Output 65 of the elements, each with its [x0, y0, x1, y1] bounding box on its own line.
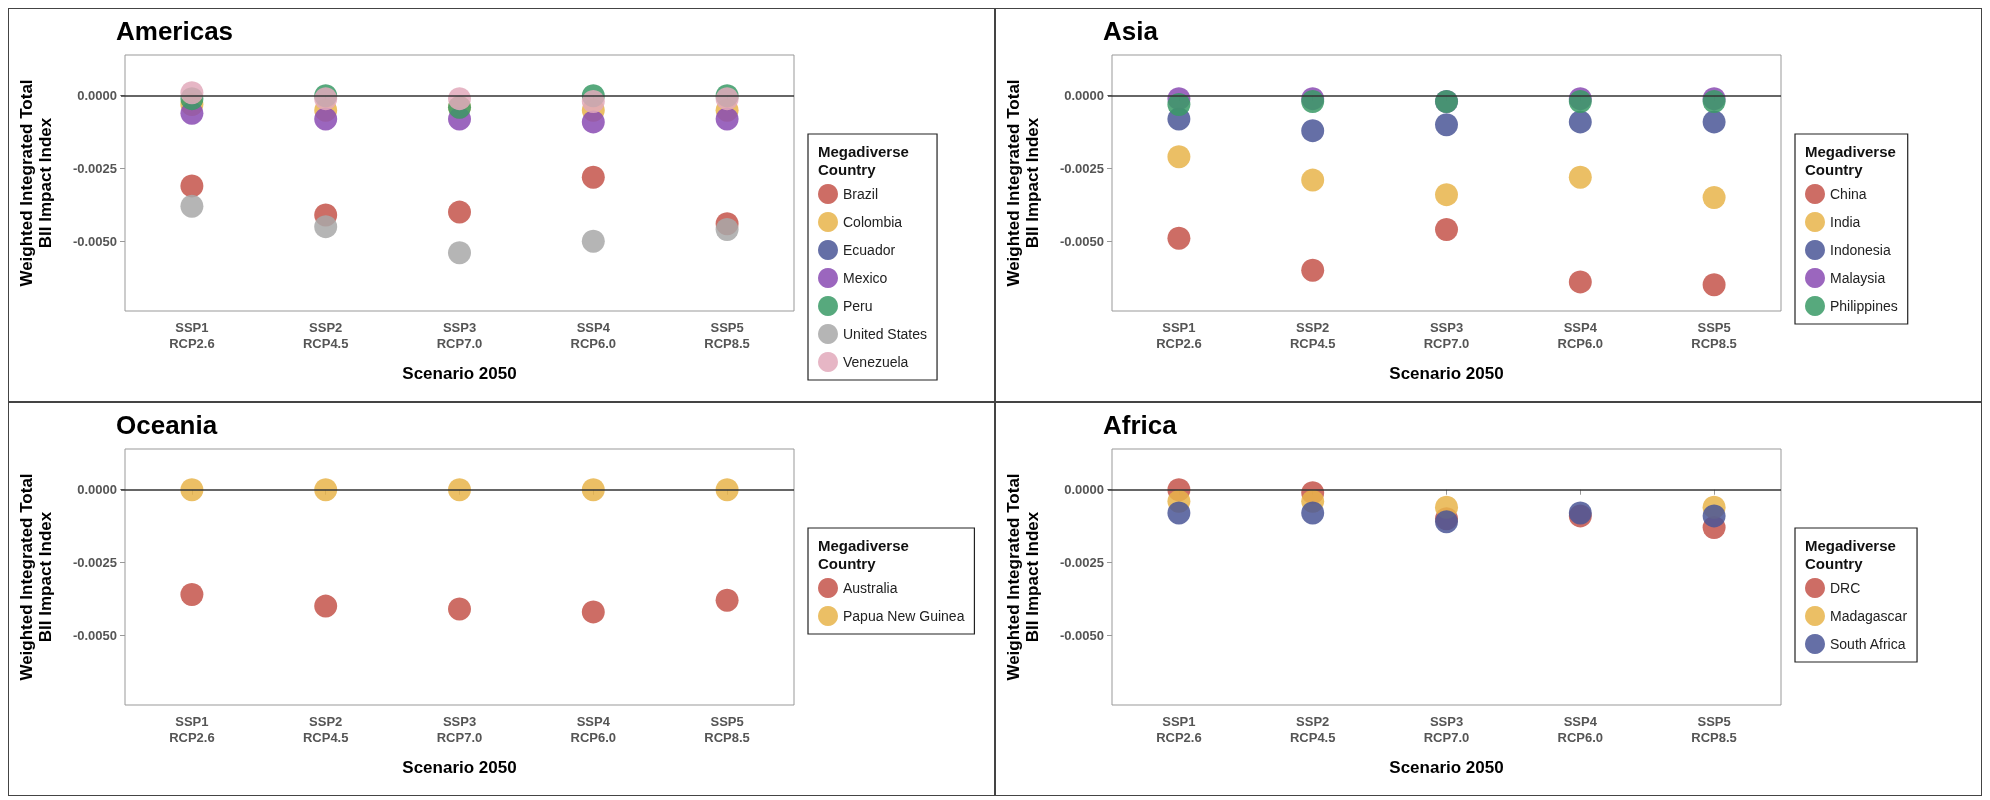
legend-label: Ecuador [843, 242, 896, 258]
legend-label: India [1830, 214, 1861, 230]
x-tick-label: SSP5 RCP8.5 [1691, 713, 1737, 745]
y-tick-label: 0.0000 [1064, 88, 1104, 104]
x-tick-label: SSP1 RCP2.6 [1156, 319, 1202, 351]
x-tick-label: SSP5 RCP8.5 [704, 319, 750, 351]
x-axis-title: Scenario 2050 [1389, 364, 1504, 383]
chart-title: Oceania [116, 410, 218, 440]
legend-label: Peru [843, 298, 873, 314]
legend-label: Colombia [843, 214, 903, 230]
legend-label: Philippines [1830, 298, 1898, 314]
x-tick-label: SSP4 RCP6.0 [570, 319, 617, 351]
x-tick-label: SSP4 RCP6.0 [1557, 319, 1604, 351]
legend-label: China [1830, 186, 1867, 202]
x-tick-label: SSP2 RCP4.5 [1289, 319, 1336, 351]
y-axis-title: Weighted Integrated Total BII Impact Index [1004, 473, 1042, 681]
y-tick-label: -0.0050 [72, 627, 117, 643]
legend-label: Australia [843, 580, 898, 596]
x-axis-title: Scenario 2050 [1389, 758, 1504, 777]
legend-label: United States [843, 326, 928, 342]
y-axis-title: Weighted Integrated Total BII Impact Index [17, 79, 55, 287]
x-tick-label: SSP1 RCP2.6 [169, 713, 215, 745]
x-tick-label: SSP4 RCP6.0 [1557, 713, 1604, 745]
chart-title: Africa [1103, 410, 1178, 440]
x-tick-label: SSP2 RCP4.5 [1289, 713, 1336, 745]
legend-label: Mexico [843, 270, 888, 286]
legend-label: Papua New Guinea [843, 608, 965, 624]
legend-label: Venezuela [843, 354, 909, 370]
legend-title: Megadiverse Country [818, 536, 909, 572]
y-axis-title: Weighted Integrated Total BII Impact Index [17, 473, 55, 681]
x-tick-label: SSP1 RCP2.6 [169, 319, 215, 351]
legend-title: Megadiverse Country [818, 142, 909, 178]
y-tick-label: -0.0025 [1059, 554, 1104, 570]
y-tick-label: -0.0025 [72, 160, 117, 176]
x-tick-label: SSP2 RCP4.5 [302, 319, 349, 351]
legend-label: DRC [1830, 580, 1861, 596]
y-tick-label: -0.0050 [1059, 627, 1104, 643]
legend-label: Indonesia [1830, 242, 1891, 258]
x-axis-title: Scenario 2050 [402, 364, 517, 383]
x-axis-title: Scenario 2050 [402, 758, 517, 777]
legend-title: Megadiverse Country [1805, 536, 1896, 572]
x-tick-label: SSP1 RCP2.6 [1156, 713, 1202, 745]
x-tick-label: SSP5 RCP8.5 [1691, 319, 1737, 351]
legend-title: Megadiverse Country [1805, 142, 1896, 178]
x-tick-label: SSP3 RCP7.0 [436, 319, 483, 351]
y-tick-label: -0.0025 [1059, 160, 1104, 176]
legend-label: Madagascar [1830, 608, 1908, 624]
x-tick-label: SSP3 RCP7.0 [1423, 319, 1470, 351]
y-axis-title: Weighted Integrated Total BII Impact Index [1004, 79, 1042, 287]
chart-title: Asia [1103, 16, 1159, 46]
chart-title: Americas [116, 16, 234, 46]
y-tick-label: -0.0025 [72, 554, 117, 570]
y-tick-label: 0.0000 [77, 482, 117, 498]
y-tick-label: 0.0000 [77, 88, 117, 104]
legend-label: South Africa [1830, 636, 1906, 652]
legend-label: Malaysia [1830, 270, 1886, 286]
y-tick-label: -0.0050 [72, 233, 117, 249]
x-tick-label: SSP3 RCP7.0 [436, 713, 483, 745]
y-tick-label: -0.0050 [1059, 233, 1104, 249]
x-tick-label: SSP2 RCP4.5 [302, 713, 349, 745]
legend-label: Brazil [843, 186, 879, 202]
x-tick-label: SSP4 RCP6.0 [570, 713, 617, 745]
x-tick-label: SSP5 RCP8.5 [704, 713, 750, 745]
y-tick-label: 0.0000 [1064, 482, 1104, 498]
x-tick-label: SSP3 RCP7.0 [1423, 713, 1470, 745]
